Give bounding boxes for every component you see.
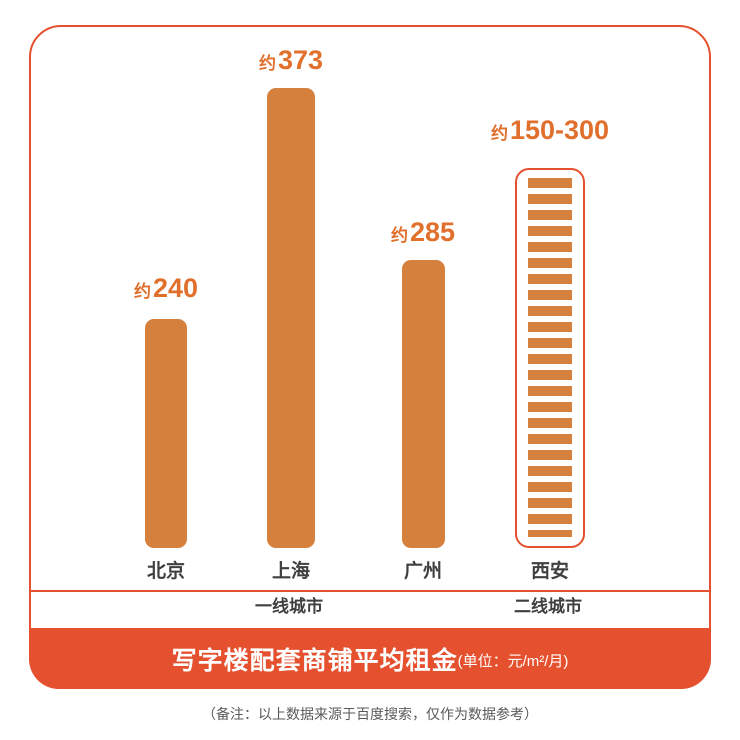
bar-guangzhou <box>401 260 445 548</box>
value-label-xian: 约150-300 <box>491 117 609 144</box>
value-prefix: 约 <box>490 124 508 143</box>
tier-label-first: 一线城市 <box>255 597 323 616</box>
title-banner: 写字楼配套商铺平均租金 (单位：元/m²/月) <box>29 628 711 689</box>
bar-shanghai <box>267 88 315 548</box>
value-label-shanghai: 约373 <box>259 47 323 74</box>
city-label-shanghai: 上海 <box>271 561 311 582</box>
bar-xian <box>515 168 585 548</box>
city-label-xian: 西安 <box>530 561 570 582</box>
value-label-beijing: 约240 <box>134 275 198 302</box>
footnote: （备注：以上数据来源于百度搜索，仅作为数据参考） <box>202 706 538 722</box>
value-prefix: 约 <box>258 54 276 73</box>
chart-card <box>29 25 711 689</box>
chart-unit-label: (单位：元/m²/月) <box>457 653 569 670</box>
value-number: 240 <box>152 273 199 303</box>
chart-title: 写字楼配套商铺平均租金 <box>171 646 458 675</box>
city-label-beijing: 北京 <box>146 561 186 582</box>
value-prefix: 约 <box>390 226 408 245</box>
value-number: 285 <box>409 217 456 247</box>
tier-separator-line <box>29 590 711 592</box>
tier-label-second: 二线城市 <box>514 597 582 616</box>
bar-stripes <box>528 178 572 537</box>
value-number: 373 <box>277 45 324 75</box>
value-label-guangzhou: 约285 <box>391 219 455 246</box>
bar-beijing <box>145 319 187 548</box>
value-prefix: 约 <box>133 282 151 301</box>
value-number: 150-300 <box>509 115 610 145</box>
city-label-guangzhou: 广州 <box>403 561 443 582</box>
